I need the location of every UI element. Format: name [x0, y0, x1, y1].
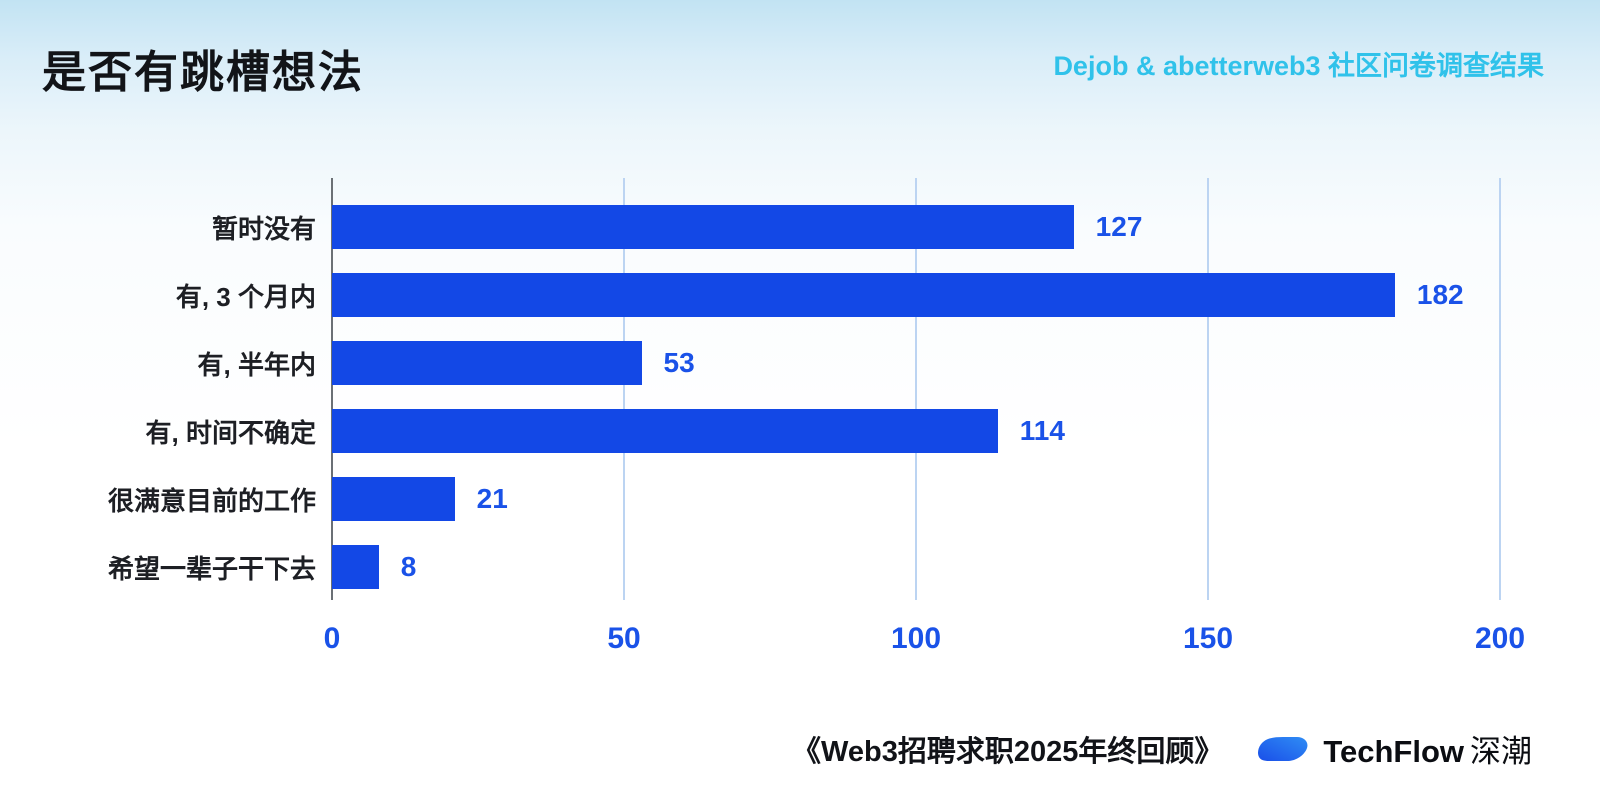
x-tick-label: 200 [1474, 622, 1526, 655]
value-label: 127 [1095, 211, 1143, 242]
techflow-logo-icon [1258, 736, 1308, 761]
x-tick-label: 150 [1182, 622, 1234, 655]
brand-name: TechFlow 深潮 [1323, 726, 1532, 771]
bar [332, 341, 642, 385]
bar-row: 182 [332, 261, 1500, 329]
x-tick-label: 50 [607, 622, 641, 655]
category-label: 暂时没有 [211, 213, 316, 244]
bar [332, 205, 1074, 249]
value-label: 21 [476, 483, 508, 514]
bar-row: 8 [332, 533, 1500, 601]
category-axis: 暂时没有 有, 3 个月内 有, 半年内 有, 时间不确定 很满意目前的工作 希… [32, 178, 332, 600]
page-title: 是否有跳槽想法 [42, 48, 364, 97]
footer: 《Web3招聘求职2025年终回顾》 TechFlow 深潮 [792, 726, 1532, 771]
x-tick-label: 100 [890, 622, 942, 655]
category-label: 希望一辈子干下去 [107, 553, 316, 584]
category-label: 很满意目前的工作 [107, 485, 316, 516]
category-label: 有, 时间不确定 [145, 417, 316, 448]
bar-row: 127 [332, 193, 1500, 261]
bar [332, 477, 455, 521]
value-label: 182 [1416, 279, 1464, 310]
bar-row: 53 [332, 329, 1500, 397]
plot-area: 127 182 53 114 21 8 [331, 178, 1501, 601]
bar-row: 21 [332, 465, 1500, 533]
gridline-50 [623, 178, 625, 600]
category-label: 有, 半年内 [197, 349, 316, 380]
x-axis: 0 50 100 150 200 [324, 600, 1525, 660]
source-text: 《Web3招聘求职2025年终回顾》 [792, 735, 1224, 768]
bar-series: 127 182 53 114 21 8 [332, 193, 1500, 601]
survey-subtitle: Dejob & abetterweb3 社区问卷调查结果 [1053, 51, 1544, 81]
axis-line-0 [331, 178, 333, 600]
brand-name-en: TechFlow [1323, 734, 1464, 769]
techflow-brand: TechFlow 深潮 [1253, 726, 1532, 771]
x-tick-label: 0 [323, 622, 341, 655]
gridline-200 [1499, 178, 1501, 600]
gridline-150 [1207, 178, 1209, 600]
bar [332, 545, 379, 589]
bar [332, 273, 1395, 317]
category-label: 有, 3 个月内 [175, 281, 316, 312]
value-label: 8 [400, 551, 417, 582]
bar [332, 409, 998, 453]
bar-row: 114 [332, 397, 1500, 465]
value-label: 114 [1019, 415, 1065, 446]
gridline-100 [915, 178, 917, 600]
value-label: 53 [663, 347, 695, 378]
brand-name-cn: 深潮 [1470, 734, 1532, 769]
bar-chart: 暂时没有 有, 3 个月内 有, 半年内 有, 时间不确定 很满意目前的工作 希… [32, 178, 1501, 601]
